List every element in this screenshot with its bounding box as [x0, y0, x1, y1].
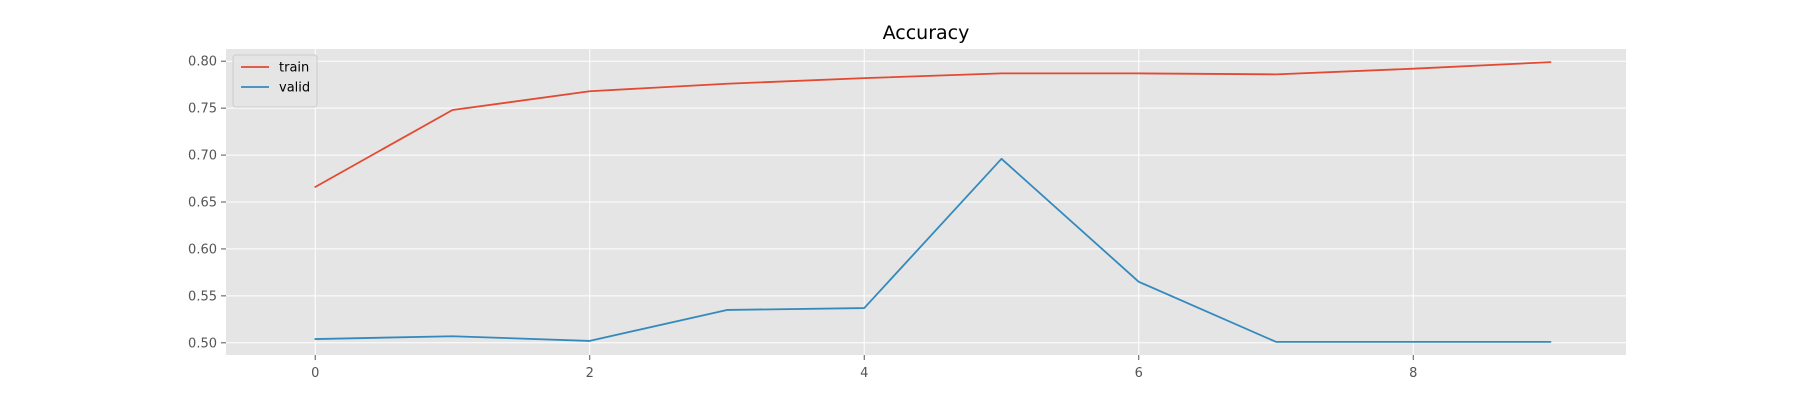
- x-tick-label: 6: [1135, 366, 1143, 381]
- y-tick-label: 0.75: [188, 102, 217, 117]
- legend-box: [232, 54, 318, 108]
- y-tick-label: 0.60: [188, 242, 217, 257]
- series-line-valid: [314, 157, 1552, 343]
- x-tick-label: 2: [586, 366, 594, 381]
- x-tick-label: 8: [1409, 366, 1417, 381]
- series-lines: [314, 61, 1552, 343]
- axis-ticks: 0 2 4 6 8 0.50 0.55 0.60 0.65 0.70 0.75 0.80: [188, 55, 1417, 381]
- y-tick-label: 0.65: [188, 196, 217, 211]
- y-tick-label: 0.80: [188, 55, 217, 70]
- legend-label-train: train: [279, 61, 309, 76]
- y-tick-label: 0.50: [188, 336, 217, 351]
- y-tick-label: 0.55: [188, 289, 217, 304]
- grid-lines: [226, 49, 1626, 355]
- legend-label-valid: valid: [279, 81, 310, 96]
- y-tick-label: 0.70: [188, 149, 217, 164]
- series-line-train: [314, 61, 1552, 188]
- x-tick-label: 4: [860, 366, 868, 381]
- x-tick-label: 0: [311, 366, 319, 381]
- chart-title: Accuracy: [883, 22, 970, 44]
- legend: train valid: [232, 54, 318, 108]
